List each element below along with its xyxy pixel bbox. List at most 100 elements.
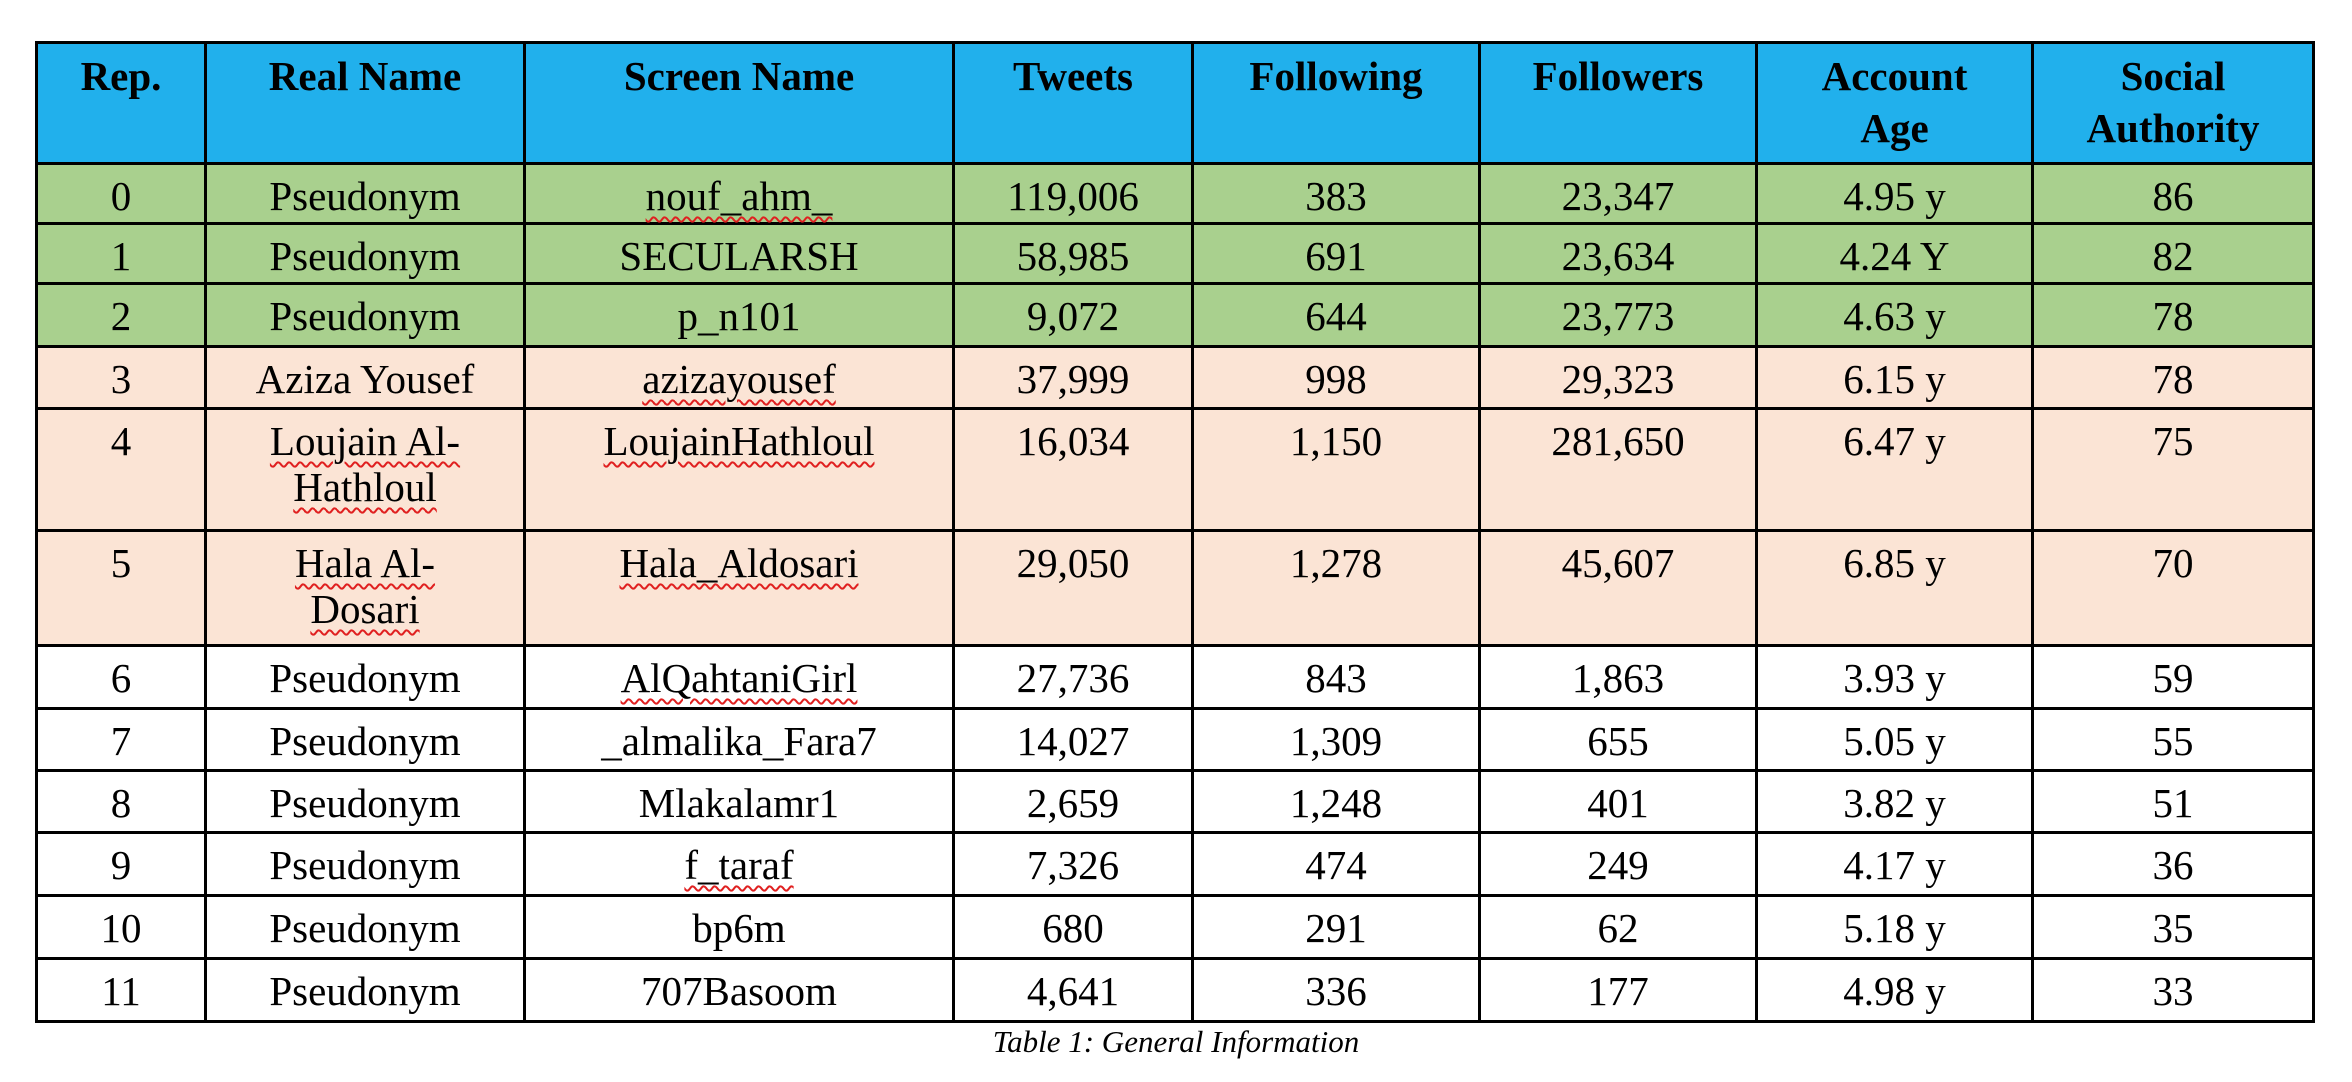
followers-cell: 249 — [1478, 831, 1758, 897]
social-authority-cell-text: 70 — [2152, 540, 2194, 586]
real-name-cell-text: Pseudonym — [269, 233, 461, 279]
followers-cell: 177 — [1478, 957, 1758, 1023]
rep-cell: 4 — [35, 407, 207, 532]
tweets-cell-text: 119,006 — [1007, 173, 1139, 219]
account-age-cell: 4.95 y — [1755, 162, 2034, 225]
real-name-cell: Pseudonym — [204, 222, 526, 285]
tweets-cell-text: 2,659 — [1026, 780, 1120, 826]
social-authority-cell-text: 86 — [2152, 173, 2194, 219]
account-age-cell: 4.98 y — [1755, 957, 2034, 1023]
social-authority-cell-text: 75 — [2152, 418, 2194, 464]
social-authority-cell-text: 78 — [2152, 293, 2194, 339]
table-row: 6 Pseudonym AlQahtaniGirl 27,736 843 1,863 3.9… — [35, 644, 2315, 710]
followers-cell: 23,773 — [1478, 282, 1758, 348]
screen-name-cell: LoujainHathloul — [523, 407, 955, 532]
real-name-cell: Pseudonym — [204, 162, 526, 225]
social-authority-cell-text: 78 — [2152, 356, 2194, 402]
tweets-cell-text: 14,027 — [1016, 718, 1130, 764]
following-cell-text: 691 — [1305, 233, 1367, 279]
social-authority-cell: 59 — [2031, 644, 2315, 710]
rep-cell: 11 — [35, 957, 207, 1023]
tweets-cell: 16,034 — [952, 407, 1194, 532]
followers-cell-text: 29,323 — [1561, 356, 1675, 402]
account-age-cell: 5.05 y — [1755, 707, 2034, 772]
social-authority-cell-text: 51 — [2152, 780, 2194, 826]
account-age-cell-text: 5.18 y — [1843, 905, 1946, 951]
real-name-cell-text: Pseudonym — [269, 718, 461, 764]
following-cell: 1,278 — [1191, 529, 1481, 647]
following-cell-text: 336 — [1305, 968, 1367, 1014]
followers-cell: 29,323 — [1478, 345, 1758, 410]
following-cell-text: 1,278 — [1289, 540, 1383, 586]
screen-name-cell: _almalika_Fara7 — [523, 707, 955, 772]
tweets-cell-text: 9,072 — [1026, 293, 1120, 339]
followers-cell: 281,650 — [1478, 407, 1758, 532]
real-name-cell-text: Pseudonym — [269, 968, 461, 1014]
rep-cell-text: 2 — [110, 293, 132, 339]
screen-name-cell: AlQahtaniGirl — [523, 644, 955, 710]
real-name-cell: Hala Al-Dosari — [204, 529, 526, 647]
table-row: 9 Pseudonym f_taraf 7,326 474 249 4.17 y 36 — [35, 831, 2315, 897]
following-cell-text: 998 — [1305, 356, 1367, 402]
social-authority-cell: 82 — [2031, 222, 2315, 285]
header-row: Rep. Real Name Screen Name Tweets Follow… — [35, 41, 2315, 165]
rep-cell-text: 10 — [100, 905, 142, 951]
screen-name-cell-text: _almalika_Fara7 — [601, 718, 877, 764]
followers-cell: 62 — [1478, 894, 1758, 960]
following-cell-text: 1,150 — [1289, 418, 1383, 464]
tweets-cell-text: 680 — [1042, 905, 1104, 951]
real-name-cell-text: Pseudonym — [269, 905, 461, 951]
account-age-cell: 4.24 Y — [1755, 222, 2034, 285]
following-cell-text: 1,309 — [1289, 718, 1383, 764]
real-name-cell-text: Pseudonym — [269, 780, 461, 826]
screen-name-cell: f_taraf — [523, 831, 955, 897]
table-row: 5 Hala Al-Dosari Hala_Aldosari 29,050 1,278 4… — [35, 529, 2315, 647]
account-age-cell-text: 4.17 y — [1843, 842, 1946, 888]
real-name-cell-text: Pseudonym — [269, 173, 461, 219]
table-row: 1 Pseudonym SECULARSH 58,985 691 23,634 4.24 Y… — [35, 222, 2315, 285]
real-name-cell: Pseudonym — [204, 644, 526, 710]
social-authority-cell-text: 55 — [2152, 718, 2194, 764]
followers-cell: 401 — [1478, 769, 1758, 834]
tweets-cell: 119,006 — [952, 162, 1194, 225]
account-age-cell: 6.47 y — [1755, 407, 2034, 532]
followers-cell: 23,347 — [1478, 162, 1758, 225]
real-name-cell-text: Hala Al-Dosari — [294, 540, 436, 632]
account-age-cell-text: 6.47 y — [1843, 418, 1946, 464]
tweets-cell: 58,985 — [952, 222, 1194, 285]
header-real-name: Real Name — [204, 41, 526, 165]
social-authority-cell-text: 35 — [2152, 905, 2194, 951]
tweets-cell: 14,027 — [952, 707, 1194, 772]
rep-cell-text: 4 — [110, 418, 132, 464]
account-age-cell-text: 5.05 y — [1843, 718, 1946, 764]
real-name-cell-text: Pseudonym — [269, 293, 461, 339]
header-rep: Rep. — [35, 41, 207, 165]
followers-cell: 23,634 — [1478, 222, 1758, 285]
following-cell: 843 — [1191, 644, 1481, 710]
tweets-cell: 2,659 — [952, 769, 1194, 834]
rep-cell-text: 11 — [101, 968, 141, 1014]
following-cell: 1,248 — [1191, 769, 1481, 834]
table-row: 10 Pseudonym bp6m 680 291 62 5.18 y 35 — [35, 894, 2315, 960]
followers-cell-text: 655 — [1587, 718, 1649, 764]
real-name-cell: Pseudonym — [204, 282, 526, 348]
header-account-age: Account Age — [1755, 41, 2034, 165]
screen-name-cell-text: Mlakalamr1 — [638, 780, 840, 826]
screen-name-cell-text: p_n101 — [677, 293, 801, 339]
screen-name-cell: bp6m — [523, 894, 955, 960]
rep-cell-text: 5 — [110, 540, 132, 586]
screen-name-cell-text: LoujainHathloul — [603, 418, 875, 464]
social-authority-cell: 35 — [2031, 894, 2315, 960]
screen-name-cell-text: AlQahtaniGirl — [620, 655, 858, 701]
tweets-cell-text: 58,985 — [1016, 233, 1130, 279]
screen-name-cell: Hala_Aldosari — [523, 529, 955, 647]
table-row: 3 Aziza Yousef azizayousef 37,999 998 29,323 6… — [35, 345, 2315, 410]
tweets-cell-text: 16,034 — [1016, 418, 1130, 464]
followers-cell: 655 — [1478, 707, 1758, 772]
real-name-cell: Pseudonym — [204, 769, 526, 834]
screen-name-cell-text: azizayousef — [642, 356, 836, 402]
tweets-cell: 7,326 — [952, 831, 1194, 897]
account-age-cell: 3.93 y — [1755, 644, 2034, 710]
account-age-cell-text: 6.15 y — [1843, 356, 1946, 402]
following-cell-text: 291 — [1305, 905, 1367, 951]
